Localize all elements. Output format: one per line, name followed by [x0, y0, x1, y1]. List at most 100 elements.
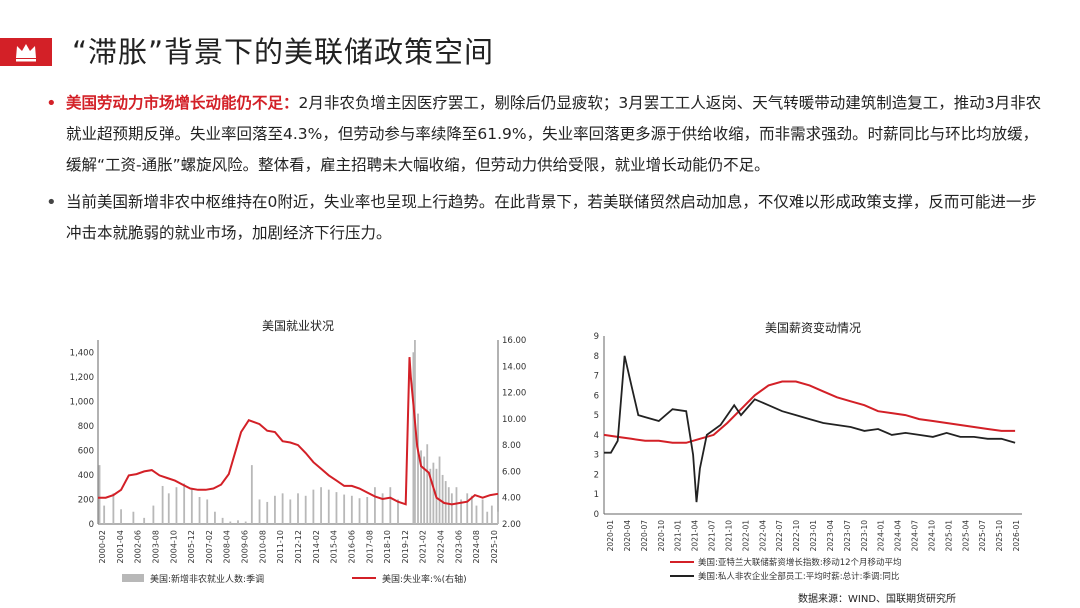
bar-mark [281, 493, 284, 524]
y-right-tick-label: 2.00 [502, 520, 521, 530]
y-tick-label: 4 [594, 431, 599, 441]
y-tick-label: 0 [594, 510, 599, 520]
bar-mark [244, 521, 247, 524]
line-series-atlanta-wage [603, 380, 1016, 444]
x-tick-label: 2021-07 [708, 520, 717, 552]
x-tick-label: 2014-02 [312, 530, 321, 563]
bar-mark [250, 465, 253, 524]
y-right-tick-label: 8.00 [502, 441, 521, 451]
y-left-tick-label: 200 [78, 495, 94, 505]
data-source: 数据来源：WIND、国联期货研究所 [798, 594, 957, 605]
chart-employment: 美国就业状况 0 200 400 600 800 1,000 1,200 1,400 2.00 4.… [60, 312, 530, 590]
bar-mark [475, 505, 478, 524]
page-title: “滞胀”背景下的美联储政策空间 [72, 35, 495, 69]
legend-label-black: 美国:私人非农企业全部员工:平均时薪:总计:季调:同比 [698, 571, 899, 582]
bullet-item-policy: • 当前美国新增非农中枢维持在0附近，失业率也呈现上行趋势。在此背景下，若美联储… [46, 187, 1046, 249]
x-tick-label: 2022-04 [758, 520, 767, 552]
bar-mark [214, 511, 216, 524]
x-tick-label: 2022-10 [792, 520, 801, 552]
bar-mark [266, 501, 269, 524]
x-tick-label: 2025-01 [944, 520, 953, 552]
y-left-tick-label: 400 [78, 471, 94, 481]
x-tick-label: 2024-08 [472, 530, 481, 563]
bullet-text: 2月非农负增主因医疗罢工，剔除后仍显疲软；3月罢工工人返岗、天气转暖带动建筑制造… [66, 94, 1042, 174]
y-tick-label: 6 [594, 391, 599, 401]
x-tick-label: 2004-10 [169, 530, 178, 563]
bar-mark [335, 492, 338, 524]
legend-label-red: 美国:亚特兰大联储薪资增长指数:移动12个月移动平均 [698, 557, 902, 568]
x-tick-label: 2011-10 [276, 530, 285, 563]
bar-mark [229, 521, 232, 524]
bar-mark [432, 462, 435, 524]
bullet-dot: • [46, 93, 57, 114]
y-left-tick-label: 1,000 [70, 397, 94, 407]
bar-mark [429, 468, 432, 524]
x-tick-label: 2018-10 [383, 530, 392, 563]
bar-mark [381, 493, 384, 524]
bar-mark [274, 495, 276, 524]
brand-logo [0, 38, 52, 66]
bar-mark [466, 493, 469, 524]
x-tick-label: 2012-12 [294, 530, 303, 563]
legend-label-line: 美国:失业率:%(右轴) [382, 573, 467, 585]
x-tick-label: 2021-10 [724, 520, 733, 552]
x-tick-label: 2002-06 [134, 530, 143, 563]
bar-mark [297, 493, 299, 524]
y-tick-label: 5 [594, 411, 599, 421]
x-tick-label: 2025-07 [978, 520, 987, 552]
bar-mark [486, 511, 489, 524]
x-tick-label: 2024-10 [927, 520, 936, 552]
bar-mark [132, 511, 135, 524]
crown-icon [16, 44, 36, 62]
x-tick-label: 2025-10 [995, 520, 1004, 552]
y-right-tick-label: 4.00 [502, 494, 521, 504]
bar-mark [438, 456, 441, 524]
x-tick-label: 2001-04 [116, 530, 125, 563]
x-tick-label: 2023-10 [860, 520, 869, 552]
y-left-tick-label: 600 [78, 446, 94, 456]
bullet-dot: • [46, 192, 57, 213]
bar-mark [412, 352, 415, 524]
x-tick-label: 2003-08 [151, 530, 160, 563]
bar-mark [497, 511, 499, 524]
x-tick-label: 2020-01 [606, 520, 615, 552]
bar-mark [312, 489, 315, 524]
x-tick-label: 2020-04 [623, 520, 632, 552]
bar-mark [455, 487, 458, 524]
x-tick-label: 2021-01 [674, 520, 683, 552]
bar-mark [420, 450, 422, 524]
y-left-tick-label: 0 [89, 520, 94, 530]
x-tick-label: 2019-12 [401, 530, 410, 563]
bar-mark [198, 497, 201, 524]
bar-mark [152, 505, 155, 524]
bar-mark [366, 497, 369, 524]
bullet-text: 当前美国新增非农中枢维持在0附近，失业率也呈现上行趋势。在此背景下，若美联储贸然… [66, 193, 1037, 242]
x-tick-label: 2022-07 [775, 520, 784, 552]
bar-mark [374, 487, 376, 524]
bar-mark [447, 487, 450, 524]
x-tick-label: 2022-01 [741, 520, 750, 552]
x-tick-label: 2022-04 [437, 530, 446, 563]
x-tick-label: 2024-04 [894, 520, 903, 552]
bar-mark [350, 495, 353, 524]
y-right-tick-label: 16.00 [502, 336, 526, 346]
y-tick-label: 3 [594, 451, 599, 461]
bar-mark [417, 413, 419, 524]
bar-mark [320, 487, 322, 524]
bar-mark [490, 505, 493, 524]
bar-mark [143, 517, 146, 524]
bar-mark [237, 520, 239, 524]
x-tick-label: 2025-04 [961, 520, 970, 552]
bar-mark [304, 495, 307, 524]
x-tick-label: 2026-01 [1012, 520, 1021, 552]
y-tick-label: 9 [594, 332, 599, 342]
bar-mark [289, 499, 292, 524]
y-left-tick-label: 800 [78, 422, 94, 432]
x-tick-label: 2017-08 [365, 530, 374, 563]
x-tick-label: 2023-01 [809, 520, 818, 552]
bar-mark [112, 493, 115, 524]
bar-mark [389, 487, 392, 524]
bullet-list: • 美国劳动力市场增长动能仍不足：2月非农负增主因医疗罢工，剔除后仍显疲软；3月… [46, 88, 1046, 255]
bar-mark [343, 494, 346, 524]
x-tick-label: 2021-02 [419, 530, 428, 563]
